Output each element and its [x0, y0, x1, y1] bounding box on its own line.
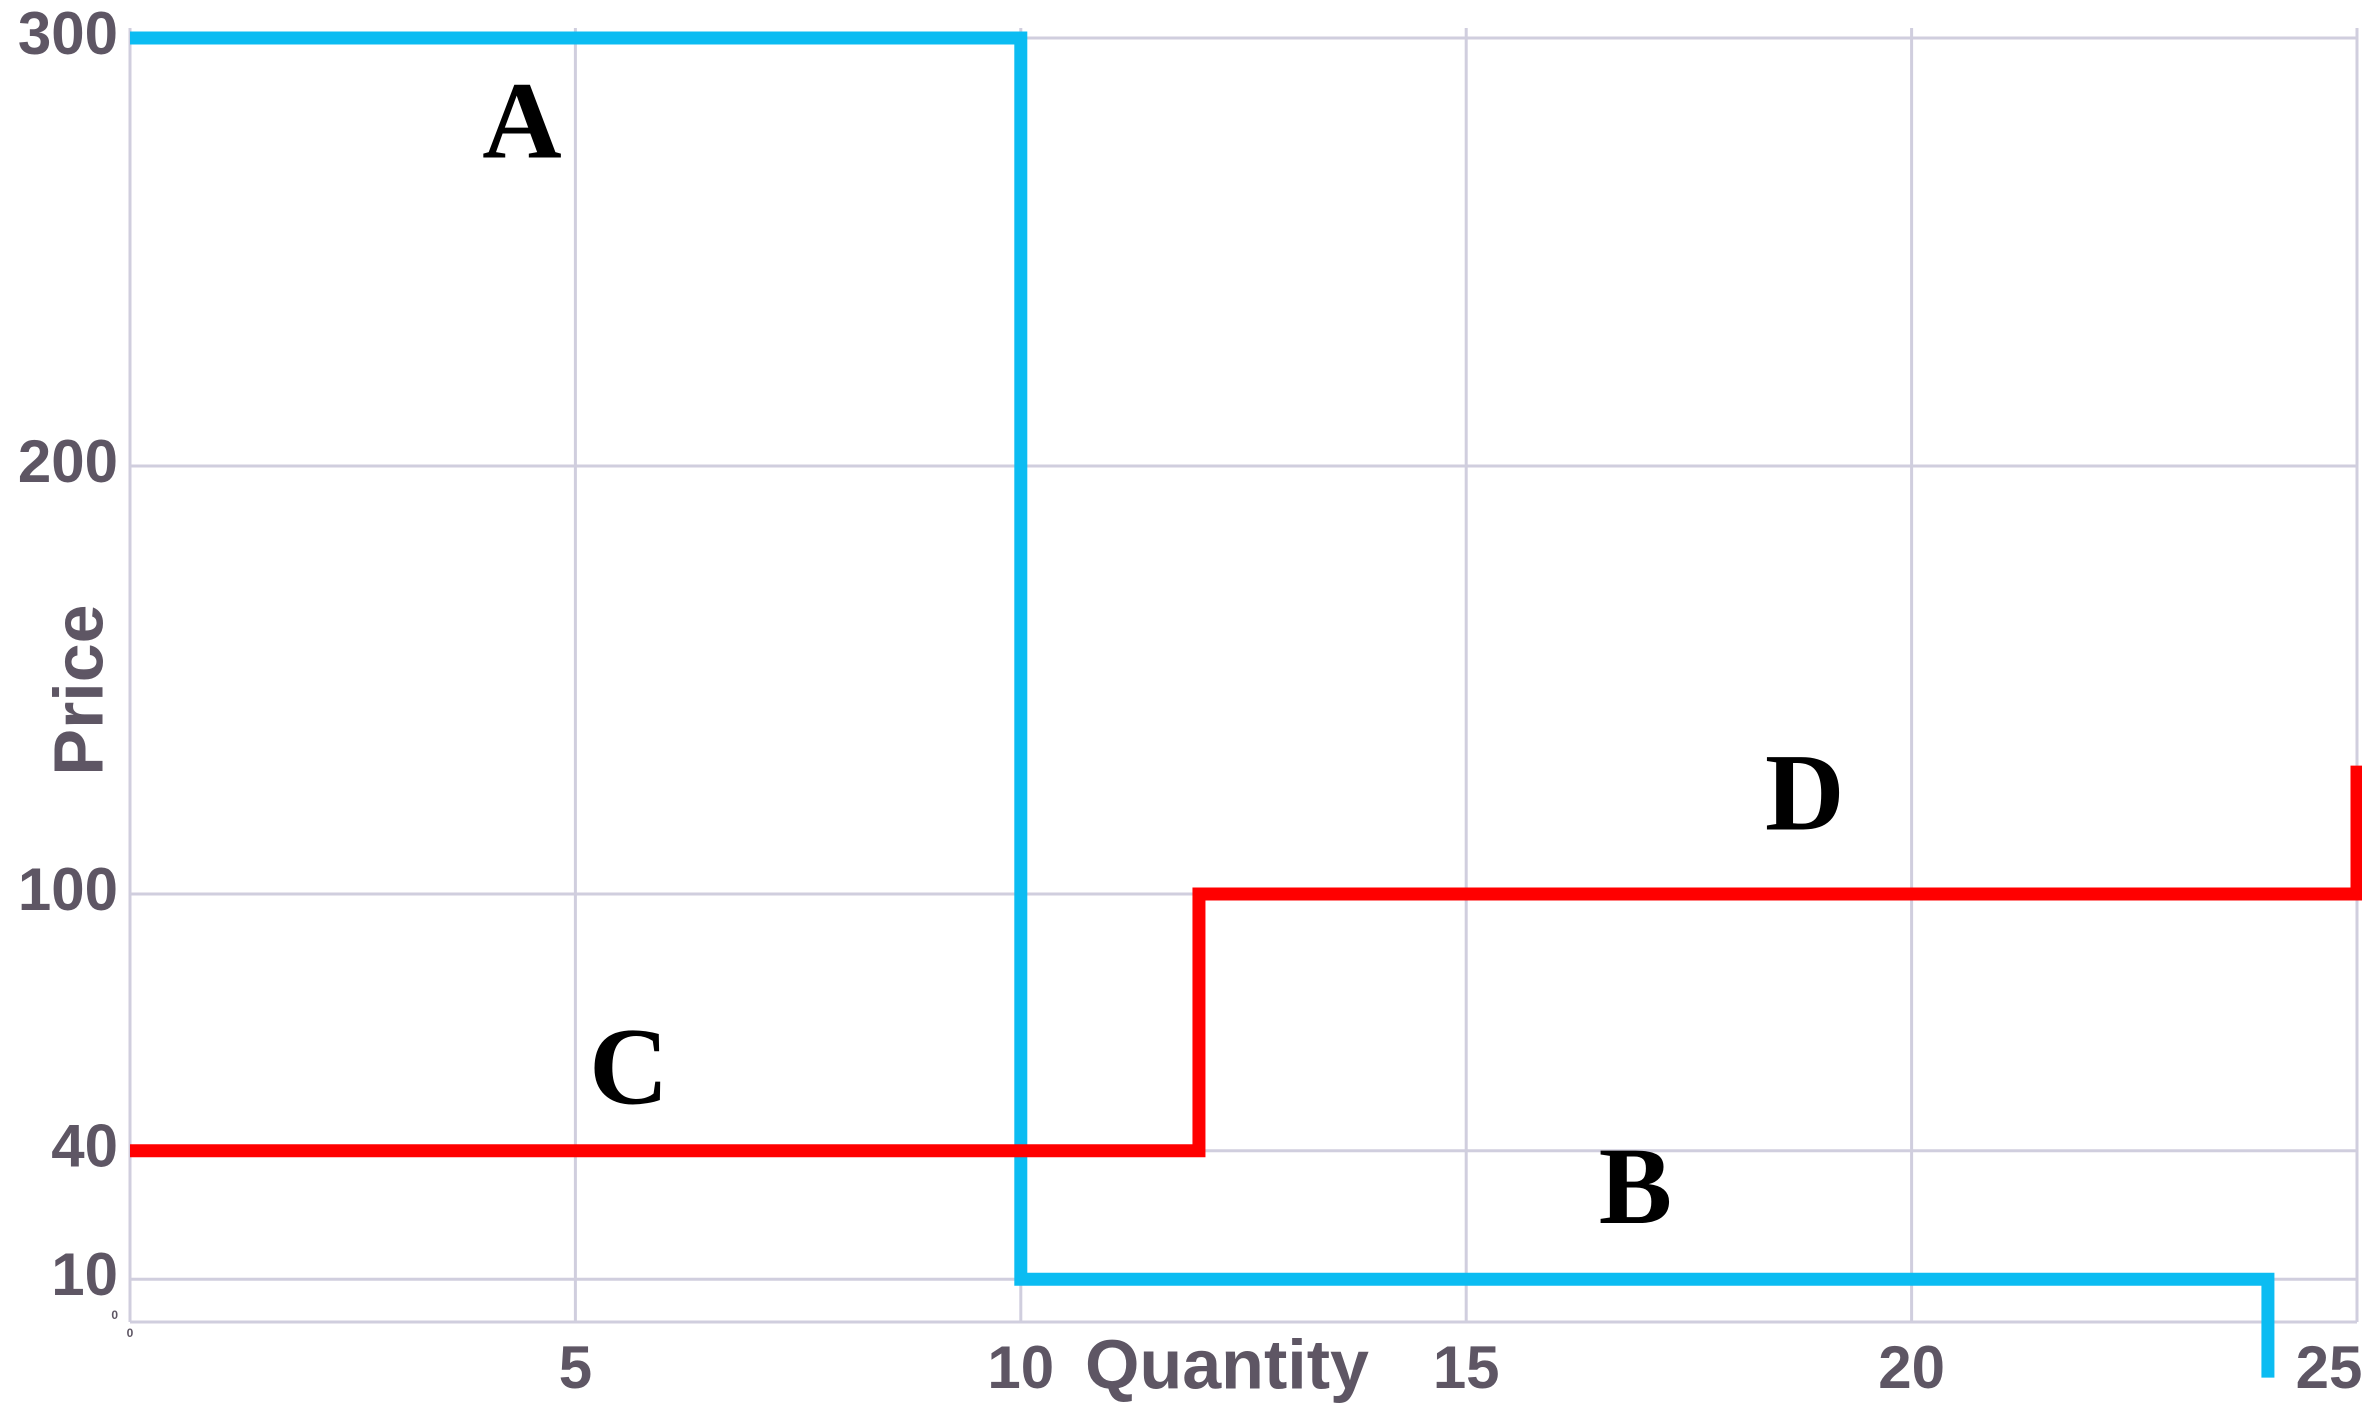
step-line — [130, 765, 2362, 1158]
y-tick-label: 300 — [18, 0, 118, 67]
x-tick-label: 15 — [1433, 1334, 1500, 1401]
annotation: A — [482, 59, 561, 181]
y-tick-label: 100 — [18, 856, 118, 923]
y-axis-title: Price — [39, 604, 117, 775]
y-tick-label: 40 — [51, 1113, 118, 1180]
x-tick-label: 25 — [2296, 1334, 2362, 1401]
y-tick-label: 10 — [51, 1241, 118, 1308]
x-tick-label: 0 — [127, 1326, 134, 1340]
y-tick-label: 0 — [111, 1308, 118, 1322]
x-tick-label: 5 — [559, 1334, 592, 1401]
annotation: C — [589, 1005, 668, 1127]
x-tick-label: 20 — [1878, 1334, 1945, 1401]
step-line — [130, 31, 2275, 1378]
annotation: B — [1599, 1125, 1672, 1247]
annotation: D — [1765, 731, 1844, 853]
x-axis-title: Quantity — [1085, 1325, 1369, 1403]
x-tick-label: 10 — [987, 1334, 1054, 1401]
y-tick-label: 200 — [18, 428, 118, 495]
